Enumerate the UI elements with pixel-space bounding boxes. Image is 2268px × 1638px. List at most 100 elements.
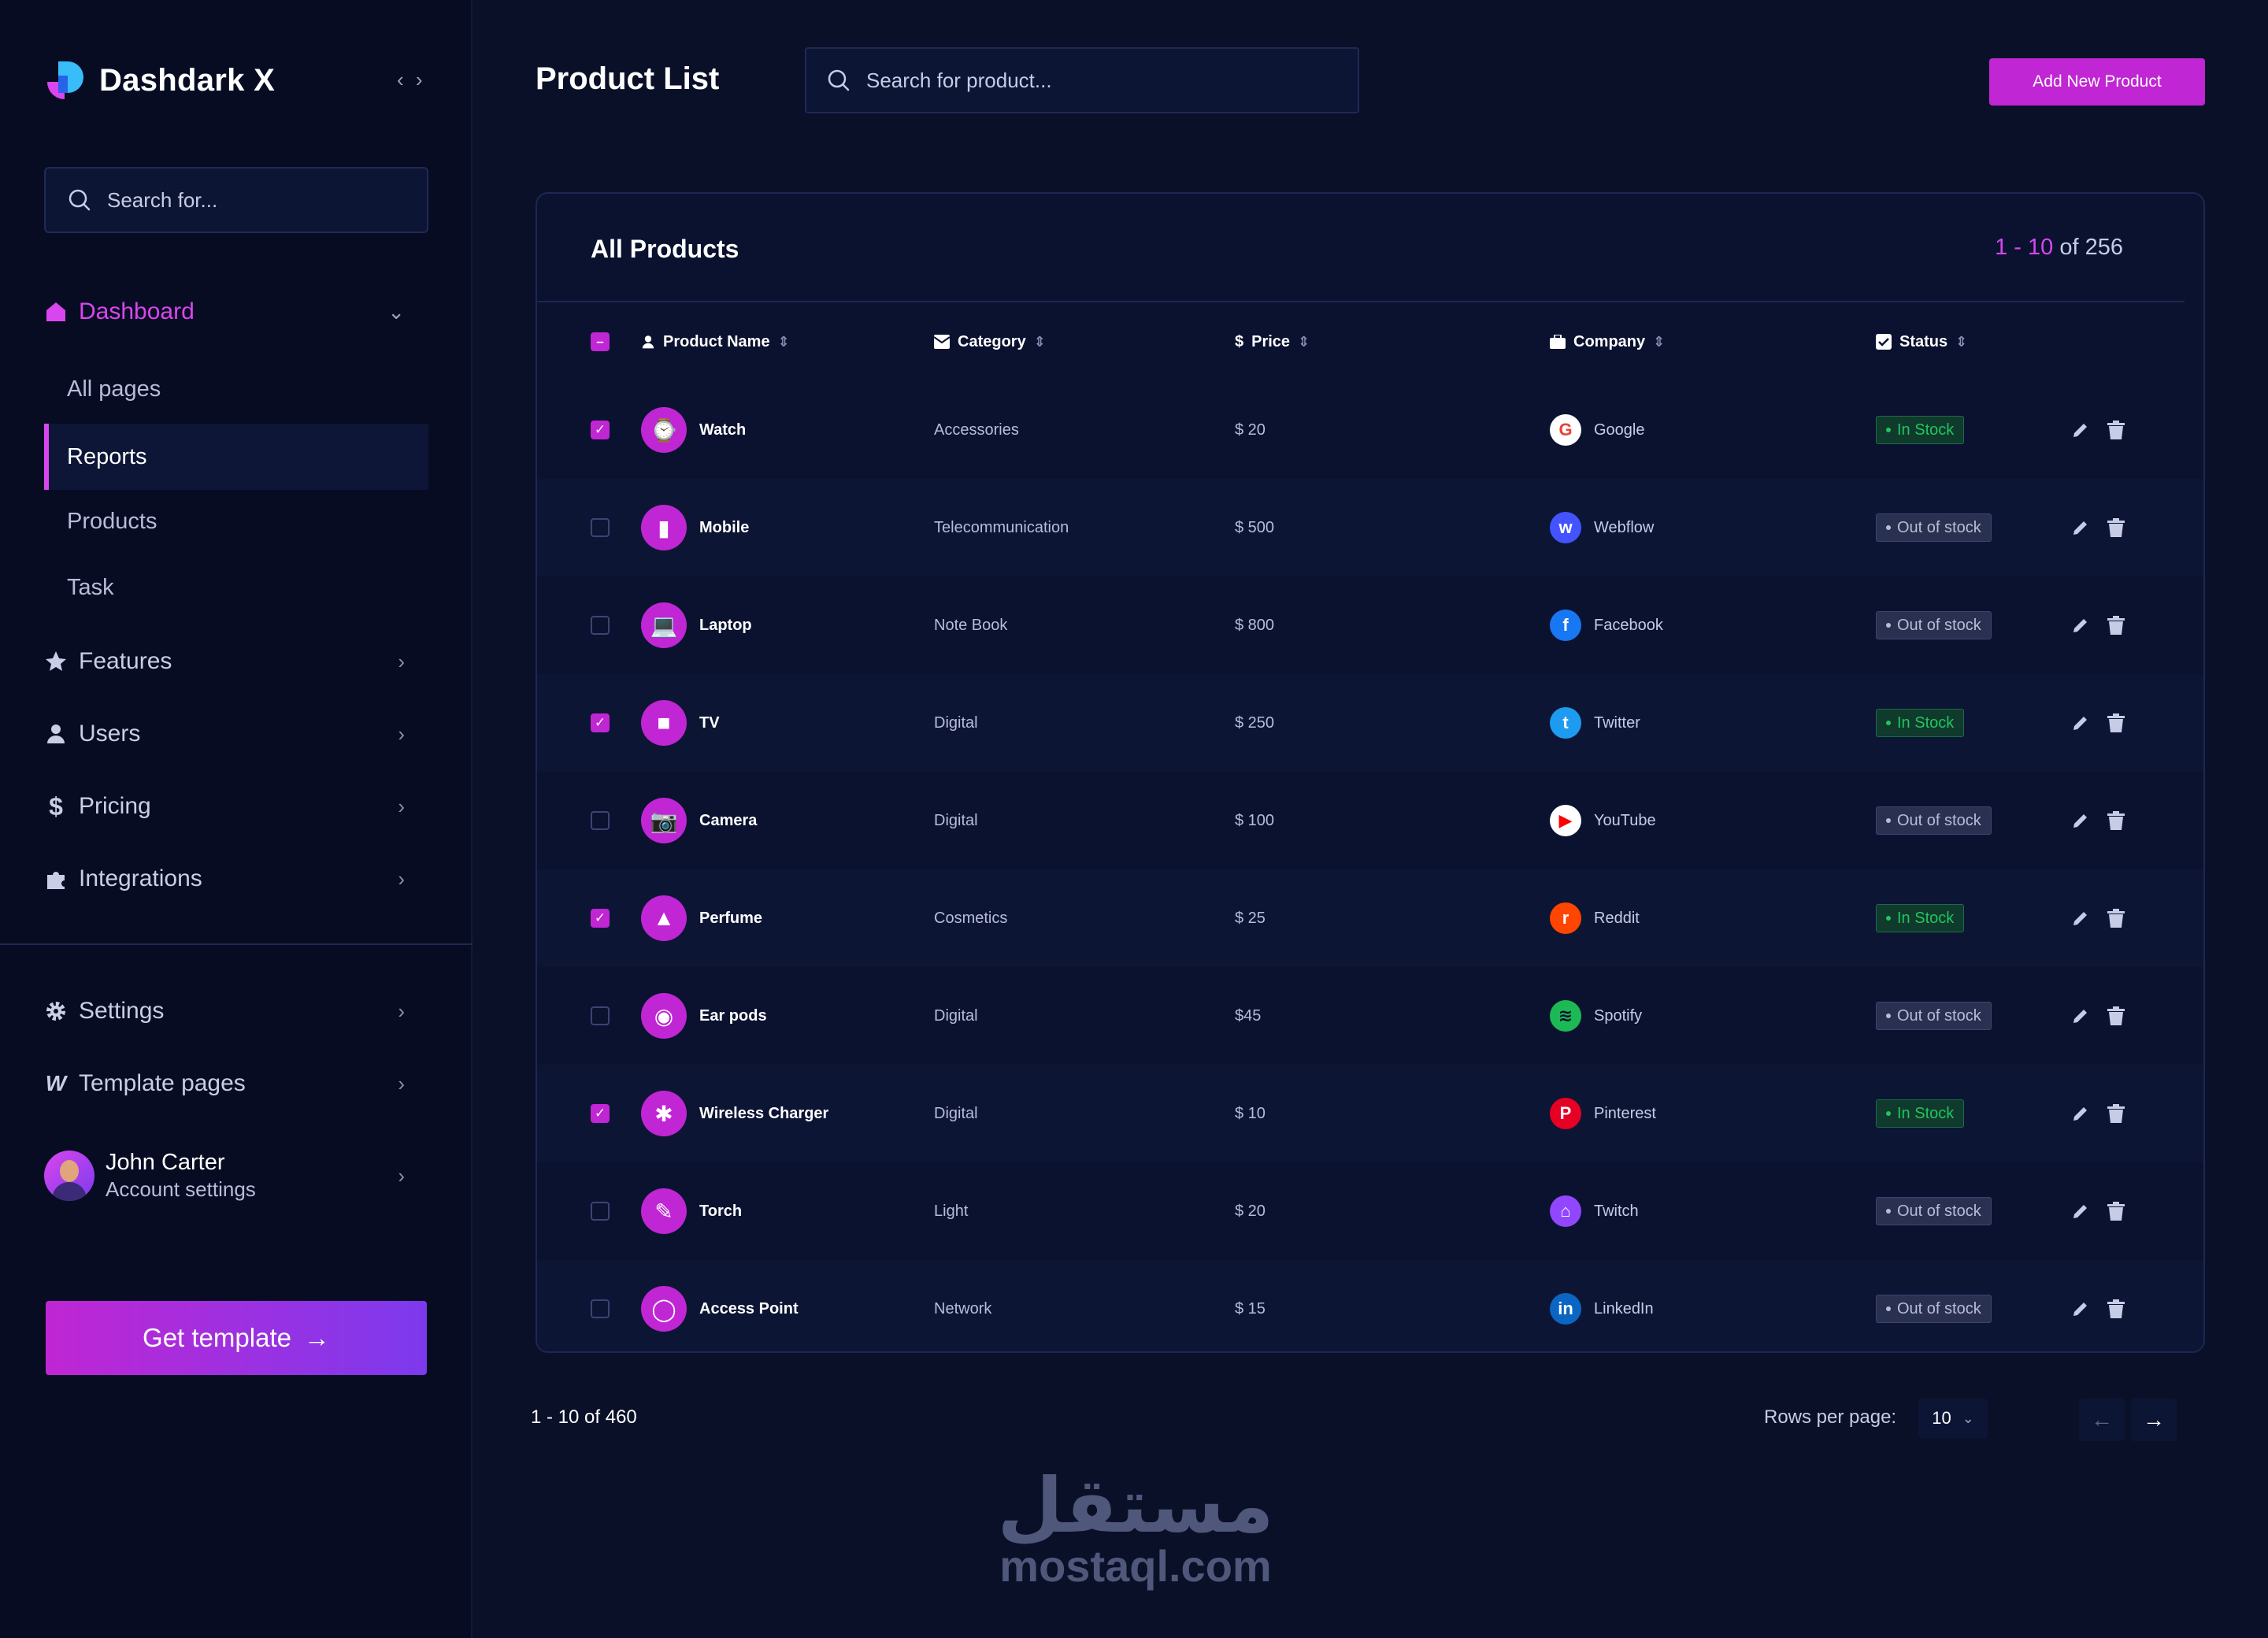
sort-icon[interactable]: ⇕ (1653, 334, 1666, 350)
previous-page-button[interactable]: ← (2079, 1399, 2125, 1441)
sidebar-item-dashboard[interactable]: Dashboard ⌄ (44, 288, 428, 335)
row-checkbox[interactable] (591, 1202, 610, 1221)
sort-icon[interactable]: ⇕ (777, 334, 790, 350)
status-label: Out of stock (1897, 1202, 1981, 1220)
price-cell: $ 250 (1235, 713, 1275, 732)
table-row[interactable]: ◉ Ear pods Digital $45 ≋ Spotify Out of … (537, 967, 2203, 1065)
row-checkbox[interactable] (591, 616, 610, 635)
status-label: Out of stock (1897, 616, 1981, 634)
sidebar-item-settings[interactable]: Settings › (44, 988, 428, 1035)
product-search-input[interactable] (866, 68, 1339, 93)
trash-icon[interactable] (2107, 421, 2125, 439)
briefcase-icon (1550, 335, 1566, 349)
avatar (44, 1151, 94, 1201)
row-checkbox[interactable]: ✓ (591, 713, 610, 732)
sidebar-subitem-reports[interactable]: Reports (44, 424, 428, 490)
sidebar-item-label: Users (79, 721, 141, 747)
trash-icon[interactable] (2107, 713, 2125, 732)
table-row[interactable]: 💻 Laptop Note Book $ 800 f Facebook Out … (537, 576, 2203, 674)
user-subtitle: Account settings (106, 1177, 256, 1201)
status-label: In Stock (1897, 421, 1955, 439)
category-cell: Digital (934, 713, 978, 732)
status-cell: Out of stock (1876, 1162, 1992, 1260)
trash-icon[interactable] (2107, 1202, 2125, 1221)
column-header-status[interactable]: Status ⇕ (1876, 302, 1967, 381)
sidebar-item-label: Settings (79, 998, 165, 1024)
table-row[interactable]: ▮ Mobile Telecommunication $ 500 w Webfl… (537, 479, 2203, 576)
sidebar-subitem-task[interactable]: Task (44, 554, 428, 621)
trash-icon[interactable] (2107, 1006, 2125, 1025)
row-checkbox[interactable] (591, 811, 610, 830)
actions-cell (2071, 869, 2125, 967)
sort-icon[interactable]: ⇕ (1955, 334, 1968, 350)
row-checkbox[interactable]: ✓ (591, 909, 610, 928)
product-search[interactable] (805, 47, 1359, 113)
rows-per-page-value: 10 (1932, 1408, 1951, 1428)
table-row[interactable]: ✓ ■ TV Digital $ 250 t Twitter In Stock (537, 674, 2203, 772)
trash-icon[interactable] (2107, 518, 2125, 537)
sidebar-item-integrations[interactable]: Integrations › (44, 855, 428, 902)
sort-icon[interactable]: ⇕ (1033, 334, 1046, 350)
collapse-sidebar-icon[interactable]: ‹ › (397, 68, 426, 91)
sidebar-subitem-products[interactable]: Products (44, 488, 428, 554)
add-new-product-button[interactable]: Add New Product (1989, 58, 2205, 106)
table-row[interactable]: ✓ ✱ Wireless Charger Digital $ 10 P Pint… (537, 1065, 2203, 1162)
edit-icon[interactable] (2071, 518, 2090, 537)
table-header: – Product Name ⇕ Category ⇕ $ Price ⇕ Co… (537, 302, 2203, 381)
edit-icon[interactable] (2071, 1202, 2090, 1221)
sidebar-item-template-pages[interactable]: W Template pages › (44, 1060, 428, 1107)
edit-icon[interactable] (2071, 909, 2090, 928)
row-select-cell: ✓ (591, 381, 610, 479)
table-row[interactable]: ✓ ⌚ Watch Accessories $ 20 G Google In S… (537, 381, 2203, 479)
result-count: 1 - 10 of 256 (1995, 235, 2123, 261)
table-row[interactable]: ✎ Torch Light $ 20 ⌂ Twitch Out of stock (537, 1162, 2203, 1260)
row-checkbox[interactable] (591, 518, 610, 537)
company-name: Google (1594, 421, 1645, 439)
status-badge: Out of stock (1876, 1197, 1992, 1225)
trash-icon[interactable] (2107, 909, 2125, 928)
edit-icon[interactable] (2071, 1006, 2090, 1025)
account-settings[interactable]: John Carter Account settings › (44, 1148, 428, 1203)
next-page-button[interactable]: → (2131, 1399, 2177, 1441)
sidebar-item-features[interactable]: Features › (44, 638, 428, 685)
product-name: Watch (699, 421, 747, 439)
edit-icon[interactable] (2071, 421, 2090, 439)
sidebar-item-pricing[interactable]: $ Pricing › (44, 783, 428, 830)
edit-icon[interactable] (2071, 616, 2090, 635)
column-header-price[interactable]: $ Price ⇕ (1235, 302, 1310, 381)
sidebar-item-label: Integrations (79, 865, 202, 891)
get-template-button[interactable]: Get template → (46, 1301, 427, 1375)
trash-icon[interactable] (2107, 616, 2125, 635)
table-row[interactable]: ✓ ▲ Perfume Cosmetics $ 25 r Reddit In S… (537, 869, 2203, 967)
rows-per-page-select[interactable]: 10 ⌄ (1918, 1399, 1988, 1438)
watermark: مستقل mostaql.com (994, 1468, 1277, 1592)
trash-icon[interactable] (2107, 1299, 2125, 1318)
column-header-company[interactable]: Company ⇕ (1550, 302, 1665, 381)
sidebar-search[interactable] (44, 167, 428, 233)
row-select-cell: ✓ (591, 869, 610, 967)
sidebar-subitem-all-pages[interactable]: All pages (44, 356, 428, 422)
status-label: Out of stock (1897, 1299, 1981, 1317)
row-checkbox[interactable] (591, 1299, 610, 1318)
sort-icon[interactable]: ⇕ (1298, 334, 1310, 350)
edit-icon[interactable] (2071, 713, 2090, 732)
sidebar-search-input[interactable] (107, 187, 406, 213)
linkedin-logo-icon: in (1550, 1293, 1581, 1325)
trash-icon[interactable] (2107, 1104, 2125, 1123)
column-header-product-name[interactable]: Product Name ⇕ (641, 302, 790, 381)
status-badge: Out of stock (1876, 611, 1992, 639)
row-checkbox[interactable]: ✓ (591, 421, 610, 439)
row-checkbox[interactable] (591, 1006, 610, 1025)
table-row[interactable]: ◯ Access Point Network $ 15 in LinkedIn … (537, 1260, 2203, 1351)
edit-icon[interactable] (2071, 1299, 2090, 1318)
edit-icon[interactable] (2071, 1104, 2090, 1123)
row-checkbox[interactable]: ✓ (591, 1104, 610, 1123)
table-row[interactable]: 📷 Camera Digital $ 100 ▶ YouTube Out of … (537, 772, 2203, 869)
sidebar-item-users[interactable]: Users › (44, 710, 428, 758)
trash-icon[interactable] (2107, 811, 2125, 830)
select-all-checkbox[interactable]: – (591, 332, 610, 351)
column-header-category[interactable]: Category ⇕ (934, 302, 1046, 381)
status-label: Out of stock (1897, 518, 1981, 536)
edit-icon[interactable] (2071, 811, 2090, 830)
brand[interactable]: Dashdark X (44, 58, 275, 102)
